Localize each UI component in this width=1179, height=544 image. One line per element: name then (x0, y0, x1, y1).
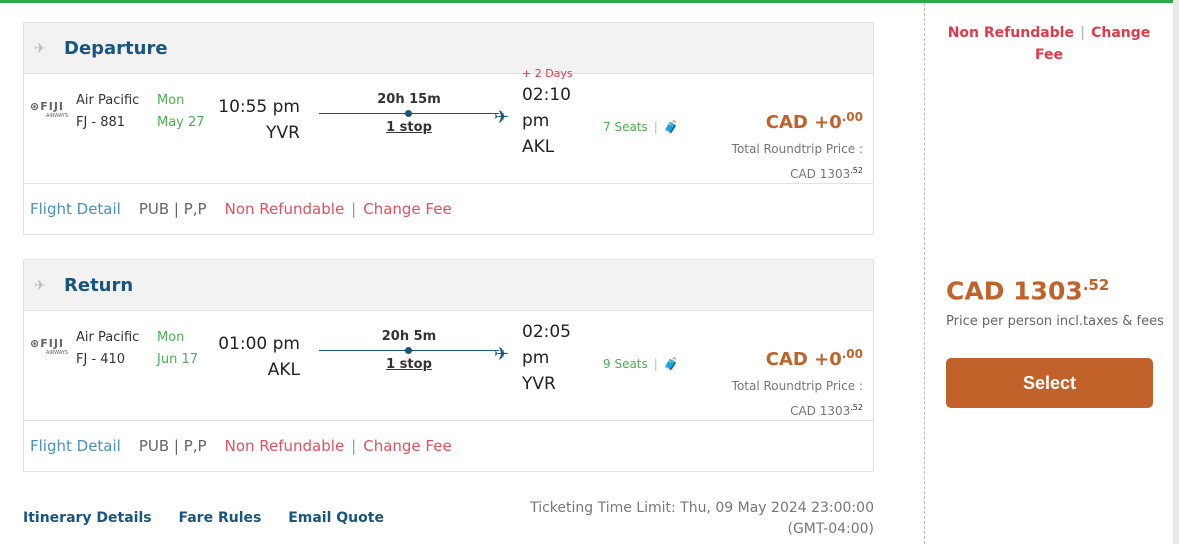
airline-logo: ⊛FIJI AIRWAYS (30, 337, 69, 356)
flight-detail-link[interactable]: Flight Detail (30, 437, 121, 455)
departure-card: ✈ Departure ⊛FIJI AIRWAYS Air Pacific FJ -… (23, 22, 874, 235)
departure-time: 01:00 pm AKL (218, 334, 300, 380)
plane-landing-icon: ✈ (34, 278, 46, 294)
non-refundable[interactable]: Non Refundable (224, 437, 345, 455)
duration: 20h 5m 1 stop (319, 329, 499, 372)
departure-time: 10:55 pm YVR (218, 97, 300, 143)
change-fee[interactable]: Change Fee (363, 200, 452, 218)
price: CAD +0.00 Total Roundtrip Price : CAD 1303… (731, 110, 863, 181)
fare-rules-link[interactable]: Fare Rules (178, 510, 262, 526)
fare-class: PUB | P,P (138, 437, 207, 455)
luggage-icon: 🧳 (663, 357, 679, 371)
non-refundable[interactable]: Non Refundable (947, 25, 1074, 41)
flight-detail-link[interactable]: Flight Detail (30, 200, 121, 218)
flight-row: ⊛FIJI AIRWAYS Air Pacific FJ - 881 Mon May … (24, 67, 873, 184)
return-card: ✈ Return ⊛FIJI AIRWAYS Air Pacific FJ - 41… (23, 259, 874, 472)
plus-days: + 2 Days (522, 67, 573, 80)
seats: 7 Seats | 🧳 (603, 120, 679, 134)
scrollbar[interactable] (1173, 0, 1179, 544)
segment-title: Return (64, 274, 134, 296)
airline-name: Air Pacific (76, 93, 140, 108)
flight-number: FJ - 410 (76, 352, 126, 367)
duration: 20h 15m 1 stop (319, 92, 499, 135)
flight-footer: Flight Detail PUB | P,P Non Refundable | C… (30, 200, 452, 218)
bottom-links: Itinerary Details Fare Rules Email Quote (23, 510, 406, 526)
segment-title: Departure (64, 37, 168, 59)
fare-class: PUB | P,P (138, 200, 207, 218)
plane-icon: ✈ (494, 344, 510, 365)
flight-row: ⊛FIJI AIRWAYS Air Pacific FJ - 410 Mon Jun … (24, 311, 873, 421)
airline-name: Air Pacific (76, 330, 140, 345)
select-button[interactable]: Select (946, 358, 1153, 408)
change-fee[interactable]: Change Fee (363, 437, 452, 455)
plane-icon: ✈ (494, 107, 510, 128)
total-price: CAD 1303.52 (946, 276, 1110, 306)
email-quote-link[interactable]: Email Quote (288, 510, 384, 526)
airline-logo: ⊛FIJI AIRWAYS (30, 100, 69, 119)
airline-info: Air Pacific FJ - 410 (76, 327, 139, 371)
arrival-time: 02:05 pm YVR (522, 322, 571, 394)
flight-number: FJ - 881 (76, 115, 126, 130)
change-fee[interactable]: Change Fee (1035, 25, 1151, 63)
return-header: ✈ Return (24, 260, 873, 311)
departure-date: Mon Jun 17 (157, 330, 198, 367)
luggage-icon: 🧳 (663, 120, 679, 134)
divider (924, 3, 925, 544)
fare-conditions: Non Refundable | Change Fee (947, 25, 1151, 63)
stop-dot (405, 110, 412, 117)
flight-footer: Flight Detail PUB | P,P Non Refundable | C… (30, 437, 452, 455)
itinerary-details-link[interactable]: Itinerary Details (23, 510, 152, 526)
price: CAD +0.00 Total Roundtrip Price : CAD 1303… (731, 347, 863, 418)
airline-info: Air Pacific FJ - 881 (76, 90, 139, 134)
plane-takeoff-icon: ✈ (34, 41, 46, 57)
non-refundable[interactable]: Non Refundable (224, 200, 345, 218)
price-note: Price per person incl.taxes & fees (946, 314, 1164, 329)
arrival-time: 02:10 pm AKL (522, 85, 571, 157)
stops-link[interactable]: 1 stop (386, 357, 432, 372)
seats: 9 Seats | 🧳 (603, 357, 679, 371)
departure-date: Mon May 27 (157, 93, 205, 130)
departure-header: ✈ Departure (24, 23, 873, 74)
stops-link[interactable]: 1 stop (386, 120, 432, 135)
stop-dot (405, 347, 412, 354)
ticketing-time-limit: Ticketing Time Limit: Thu, 09 May 2024 2… (530, 500, 874, 537)
top-accent-bar (0, 0, 1173, 3)
